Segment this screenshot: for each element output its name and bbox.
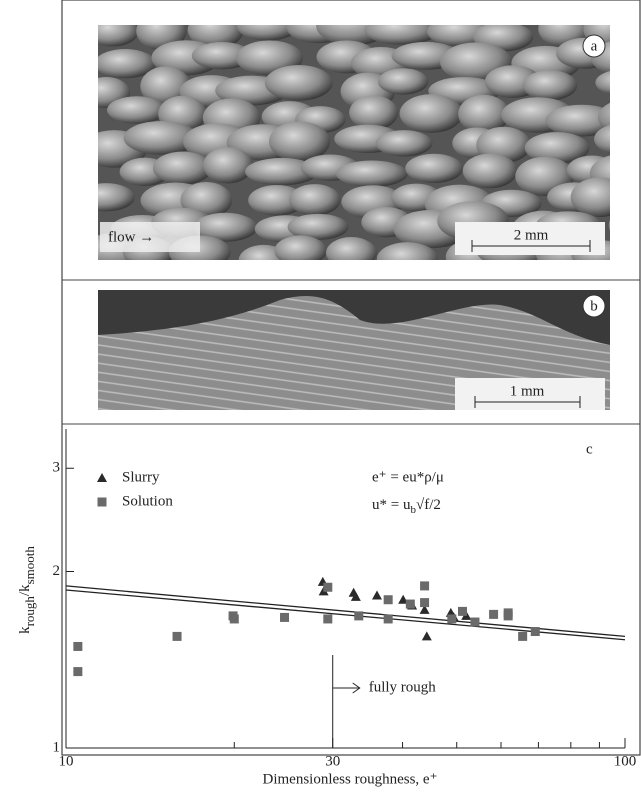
marker-square xyxy=(384,595,393,604)
y-label-sub: rough xyxy=(22,596,37,627)
marker-triangle xyxy=(422,631,432,640)
surface-bump xyxy=(405,154,463,183)
y-tick-label: 3 xyxy=(53,460,61,476)
surface-bump xyxy=(377,242,438,275)
marker-square xyxy=(406,600,415,609)
scale-label: 1 mm xyxy=(510,383,545,399)
equation-part: √f/2 xyxy=(416,497,441,513)
y-tick-label: 2 xyxy=(53,563,61,579)
surface-bump xyxy=(87,17,138,46)
surface-bump xyxy=(265,65,333,101)
surface-bump xyxy=(571,177,629,217)
marker-square xyxy=(504,611,513,620)
marker-triangle xyxy=(372,591,382,600)
surface-bump xyxy=(203,147,253,183)
panel-label: c xyxy=(586,441,593,457)
marker-square xyxy=(384,614,393,623)
marker-square xyxy=(489,610,498,619)
marker-square xyxy=(354,611,363,620)
marker-square xyxy=(173,632,182,641)
surface-bump xyxy=(376,130,433,156)
surface-bump xyxy=(78,183,135,211)
surface-bump xyxy=(523,70,577,100)
marker-square xyxy=(447,614,456,623)
panel-label: a xyxy=(591,38,598,54)
x-tick-label: 10 xyxy=(59,753,74,769)
x-tick-label: 30 xyxy=(325,753,340,769)
figure: a flow → 2 mm b 1 mm c Dimensionless rou… xyxy=(0,0,641,793)
x-axis-label: Dimensionless roughness, e⁺ xyxy=(263,771,438,787)
marker-square xyxy=(518,632,527,641)
surface-bump xyxy=(349,95,398,129)
marker-square xyxy=(458,607,467,616)
surface-bump xyxy=(609,206,641,245)
surface-bump xyxy=(274,235,326,266)
legend-marker xyxy=(98,498,107,507)
marker-square xyxy=(230,614,239,623)
flow-label: flow → xyxy=(108,229,154,245)
marker-square xyxy=(420,598,429,607)
marker-square xyxy=(420,581,429,590)
surface-bump xyxy=(326,237,377,269)
equation-part: u* = u xyxy=(372,497,411,513)
surface-bump xyxy=(400,94,463,133)
x-tick-label: 100 xyxy=(614,753,637,769)
scale-label: 2 mm xyxy=(514,227,549,243)
marker-square xyxy=(73,667,82,676)
surface-bump xyxy=(107,96,166,124)
legend-marker xyxy=(97,473,107,482)
marker-square xyxy=(531,627,540,636)
marker-square xyxy=(280,613,289,622)
marker-square xyxy=(323,614,332,623)
marker-square xyxy=(470,618,479,627)
surface-bump xyxy=(289,184,340,215)
equation: u* = ub√f/2 xyxy=(372,497,441,515)
y-axis-label: krough/ksmooth xyxy=(17,546,37,634)
y-label-part: /k xyxy=(17,584,33,596)
marker-square xyxy=(73,642,82,651)
fit-line xyxy=(66,586,625,637)
surface-bump xyxy=(153,151,212,184)
fit-line xyxy=(66,590,625,640)
surface-bump xyxy=(336,161,408,187)
legend-label: Slurry xyxy=(122,469,160,485)
annotation-text: fully rough xyxy=(369,679,437,695)
panel-label: b xyxy=(590,298,598,314)
y-tick-label: 1 xyxy=(53,739,61,755)
surface-bump xyxy=(463,154,517,189)
marker-square xyxy=(323,583,332,592)
equation: e⁺ = eu*ρ/μ xyxy=(372,469,444,485)
legend-label: Solution xyxy=(122,493,173,509)
surface-bump xyxy=(378,68,428,94)
y-label-sub: smooth xyxy=(22,546,37,585)
annotation-arrow xyxy=(333,683,360,693)
